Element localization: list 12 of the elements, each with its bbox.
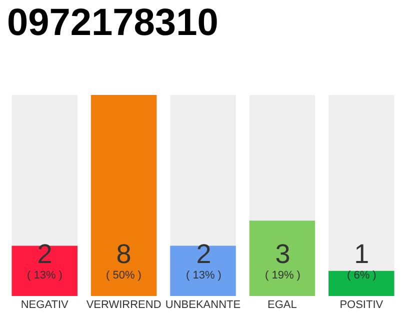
x-tick-label: VERWIRREND (86, 299, 162, 311)
data-label: 1 ( 6% ) (347, 239, 376, 282)
bar (328, 270, 394, 296)
x-tick-label: NEGATIV (20, 299, 69, 311)
data-label: 2 ( 13% ) (186, 239, 222, 282)
data-label: 8 ( 50% ) (106, 239, 142, 282)
x-tick-label: EGAL (268, 299, 297, 311)
data-label: 2 ( 13% ) (27, 239, 62, 282)
x-tick-label: POSITIV (340, 299, 384, 311)
x-tick-label: UNBEKANNTE (165, 299, 241, 311)
chart-title: 0972178310 (7, 2, 218, 44)
data-label: 3 ( 19% ) (265, 239, 300, 282)
